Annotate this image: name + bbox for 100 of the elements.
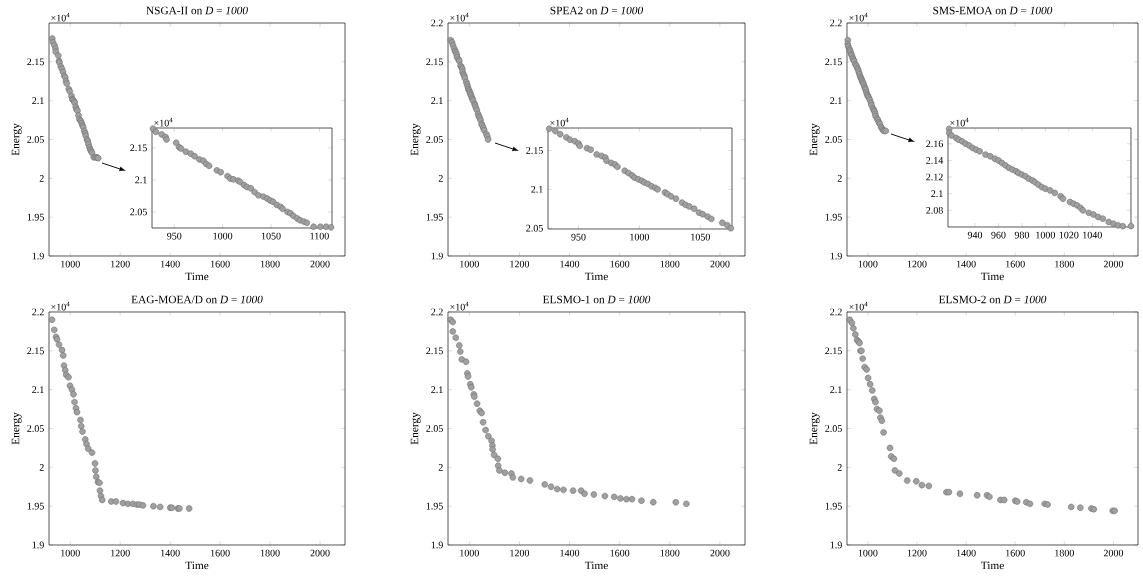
x-tick-label: 2000: [1103, 260, 1124, 268]
y-tick-label: 2.05: [526, 224, 543, 232]
y-tick-label: 2.1: [32, 386, 44, 394]
x-tick-label: 1600: [1006, 260, 1025, 268]
y-tick-label: 2.2: [431, 19, 443, 27]
y-tick-label: 1.9: [431, 252, 443, 260]
x-tick-label: 1600: [610, 260, 630, 268]
chart-title: EAG-MOEA/D on D = 1000: [131, 295, 263, 304]
x-tick-label: 950: [571, 233, 586, 241]
y-tick-label: 2.1: [135, 176, 147, 184]
y-tick-label: 2.15: [526, 147, 543, 154]
x-tick-label: 1600: [210, 260, 230, 268]
text: ×10$^{4}$: [51, 12, 70, 22]
x-axis-title: Time: [584, 561, 608, 570]
y-tick-label: 2.05: [825, 136, 842, 143]
x-tick-label: 940: [967, 231, 983, 239]
x-tick-label: 1000: [460, 260, 479, 268]
y-tick-label: 1.9: [830, 252, 842, 260]
y-tick-label: 2: [837, 175, 842, 182]
x-tick-label: 1800: [260, 549, 280, 557]
y-tick-label: 2.15: [426, 347, 443, 355]
y-tick-label: 2.1: [830, 97, 842, 105]
y-axis-title: Energy: [809, 412, 820, 445]
chart-title: ELSMO-1 on D = 1000: [542, 295, 651, 304]
y-tick-label: 2.1: [830, 386, 842, 394]
x-tick-label: 1600: [1006, 549, 1025, 557]
x-tick-label: 2000: [710, 260, 730, 268]
y-tick-label: 2.14: [926, 157, 944, 164]
x-axis-title: Time: [980, 272, 1004, 281]
y-tick-label: 2.16: [926, 140, 943, 148]
x-tick-label: 1800: [1055, 260, 1074, 268]
x-tick-label: 2000: [1103, 549, 1124, 557]
y-tick-label: 2.15: [426, 58, 443, 66]
y-tick-label: 2.15: [27, 347, 44, 355]
x-tick-label: 1400: [956, 260, 976, 268]
y-tick-label: 2.15: [27, 58, 44, 66]
x-tick-label: 1000: [460, 549, 479, 557]
x-tick-label: 1000: [61, 260, 80, 268]
x-tick-label: 1200: [111, 549, 130, 557]
x-tick-label: 1200: [907, 549, 927, 557]
y-tick-label: 2.2: [431, 308, 443, 316]
x-tick-label: 2000: [310, 260, 330, 268]
y-tick-label: 2.2: [32, 308, 44, 316]
y-tick-label: 2.1: [431, 97, 443, 105]
chart-title: SMS-EMOA on D = 1000: [933, 6, 1053, 15]
chart-title: NSGA-II on D = 1000: [146, 6, 248, 15]
x-tick-label: 1050: [691, 233, 710, 241]
x-axis-title: Time: [185, 561, 209, 570]
y-tick-label: 2: [438, 464, 443, 471]
text: ×10$^{4}$: [450, 12, 469, 22]
x-axis-title: Time: [584, 272, 608, 281]
y-tick-label: 2.05: [426, 425, 443, 432]
text: ×10$^{4}$: [450, 301, 469, 311]
x-tick-label: 1100: [310, 232, 329, 240]
x-tick-label: 1200: [510, 260, 530, 268]
y-tick-label: 2: [39, 175, 44, 182]
x-tick-label: 1400: [161, 260, 180, 268]
y-tick-label: 2.12: [926, 173, 943, 181]
x-tick-label: 1200: [111, 260, 130, 268]
x-tick-label: 1400: [560, 549, 580, 557]
x-tick-label: 1000: [858, 549, 878, 557]
y-tick-label: 2.1: [531, 186, 543, 193]
annotation: ×10$^{4}$: [154, 117, 173, 127]
x-tick-label: 1800: [1055, 549, 1074, 557]
x-tick-label: 1020: [1059, 231, 1079, 239]
text: ×10$^{4}$: [849, 12, 868, 22]
y-tick-label: 2.05: [130, 208, 147, 216]
x-tick-label: 1600: [210, 549, 230, 557]
x-tick-label: 1400: [956, 549, 976, 557]
y-axis-title: Energy: [11, 123, 22, 156]
x-tick-label: 1200: [510, 549, 530, 557]
x-axis-title: Time: [980, 561, 1004, 570]
y-tick-label: 2.1: [431, 386, 443, 394]
annotation: ×10$^{4}$: [950, 117, 969, 127]
x-axis-title: Time: [185, 272, 209, 281]
y-axis-title: Energy: [11, 412, 22, 445]
y-tick-label: 1.9: [32, 252, 44, 260]
x-tick-label: 1000: [61, 549, 80, 557]
x-tick-label: 2000: [710, 549, 730, 557]
y-tick-label: 2.2: [830, 19, 842, 27]
y-tick-label: 2: [837, 464, 842, 471]
y-tick-label: 1.95: [27, 502, 44, 510]
x-tick-label: 1800: [660, 260, 680, 268]
y-tick-label: 2.05: [27, 425, 44, 432]
x-tick-label: 1600: [610, 549, 630, 557]
x-tick-label: 980: [1014, 231, 1030, 239]
y-tick-label: 2.15: [825, 58, 842, 66]
y-tick-label: 2.05: [27, 136, 44, 143]
text: ×10$^{4}$: [51, 301, 70, 311]
chart-title: ELSMO-2 on D = 1000: [938, 295, 1047, 304]
y-tick-label: 2.2: [830, 308, 842, 316]
chart-title: SPEA2 on D = 1000: [550, 6, 643, 15]
y-axis-title: Energy: [809, 123, 820, 156]
annotation: ×10$^{4}$: [550, 117, 569, 127]
x-tick-label: 1200: [907, 260, 927, 268]
y-tick-label: 2.15: [825, 347, 842, 355]
y-tick-label: 2.1: [32, 97, 44, 105]
x-tick-label: 2000: [310, 549, 330, 557]
y-tick-label: 1.95: [426, 213, 443, 221]
x-tick-label: 1800: [660, 549, 680, 557]
